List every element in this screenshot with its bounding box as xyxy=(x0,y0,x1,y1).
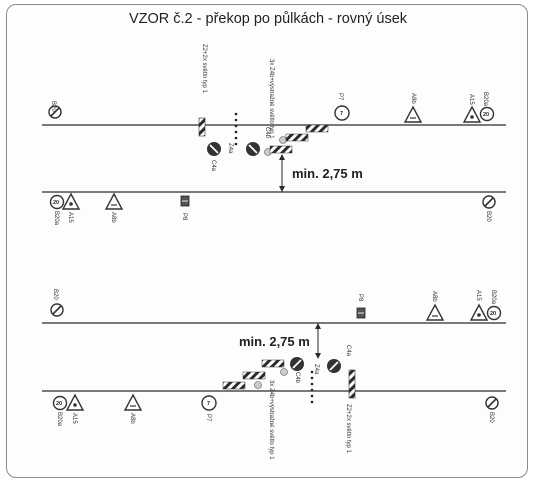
b20-label-top-left-2: B20 xyxy=(52,289,58,300)
a8b-sign-icon xyxy=(123,393,143,411)
b20a-label-top: B20a xyxy=(482,92,488,107)
b20a-label-top-2: B20a xyxy=(490,290,496,305)
b20-sign-icon xyxy=(48,105,62,119)
svg-text:20: 20 xyxy=(490,311,496,317)
a8b-label-top: A8b xyxy=(410,93,416,104)
p7-label-bottom: P7 xyxy=(205,414,211,422)
arrow-down xyxy=(279,186,285,192)
warning-lamp xyxy=(280,368,288,376)
a8b-label-bottom: A8b xyxy=(110,212,116,223)
a15-sign-icon xyxy=(462,105,482,123)
a15-label-top: A15 xyxy=(468,94,474,105)
a15-sign-icon xyxy=(469,303,489,321)
a15-sign-icon xyxy=(65,393,85,411)
p8-sign-icon xyxy=(356,307,366,319)
b20a-sign-icon: 20 xyxy=(479,106,495,122)
b20-sign-icon xyxy=(50,303,64,317)
z4a-label-bottom: Z4a xyxy=(313,364,319,375)
p8-sign-icon xyxy=(180,195,190,207)
z4-barrier xyxy=(269,145,293,154)
b20a-label-bottom-2: B20a xyxy=(56,412,62,427)
z4-barrier xyxy=(242,371,266,380)
p8-label-top: P8 xyxy=(357,294,363,302)
z2-note-top: Z2+2x světlo typ 1 xyxy=(201,44,207,94)
a15-sign-icon xyxy=(61,192,81,210)
page-title: VZOR č.2 - překop po půlkách - rovný úse… xyxy=(128,11,408,27)
z4-warning-note-top: 3x Z4b+výstražné světlo typ 1 xyxy=(268,59,274,139)
c4b-sign-icon xyxy=(246,142,260,156)
min-width-label-top: min. 2,75 m xyxy=(292,166,363,181)
diagram-frame xyxy=(6,4,528,478)
p7-sign-icon: 7 xyxy=(334,105,350,121)
a15-label-bottom-2: A15 xyxy=(71,413,77,424)
warning-lights-bottom xyxy=(310,370,314,404)
warning-lamp xyxy=(254,381,262,389)
b20a-sign-icon: 20 xyxy=(52,395,68,411)
warning-lamp xyxy=(279,136,287,144)
c4a-label: C4a xyxy=(210,160,216,172)
z2-note-bottom: Z2+2x světlo typ 1 xyxy=(345,404,351,454)
b20-label-bottom-right-2: B20 xyxy=(488,412,494,423)
arrow-up xyxy=(315,323,321,329)
b20-label-top-left: B20 xyxy=(50,101,56,112)
svg-text:7: 7 xyxy=(207,401,210,407)
p8-label-bottom: P8 xyxy=(181,213,187,221)
p7-sign-icon: 7 xyxy=(201,395,217,411)
c4a-label-bottom: C4a xyxy=(345,345,351,357)
z2-barrier-bottom xyxy=(348,369,356,399)
svg-text:20: 20 xyxy=(53,200,59,206)
a8b-sign-icon xyxy=(403,105,423,123)
b20a-sign-icon: 20 xyxy=(486,305,502,321)
svg-text:7: 7 xyxy=(340,111,343,117)
svg-text:20: 20 xyxy=(483,112,489,118)
a15-label-top-2: A15 xyxy=(475,290,481,301)
arrow-down xyxy=(315,353,321,359)
b20a-label-bottom: B20a xyxy=(53,211,59,226)
c4a-sign-icon xyxy=(207,142,221,156)
z4a-label: Z4a xyxy=(227,143,233,154)
svg-text:20: 20 xyxy=(56,401,62,407)
z4-barrier xyxy=(261,359,285,368)
a8b-label-top-2: A8b xyxy=(431,291,437,302)
a8b-sign-icon xyxy=(104,192,124,210)
z4-barrier xyxy=(222,381,246,390)
b20a-sign-icon: 20 xyxy=(49,194,65,210)
c4a-sign-icon xyxy=(327,359,341,373)
warning-lights-top xyxy=(234,112,238,146)
b20-label-bottom-right: B20 xyxy=(485,211,491,222)
a8b-label-bottom-2: A8b xyxy=(129,413,135,424)
z4-barrier xyxy=(305,124,329,133)
z2-barrier-top xyxy=(198,117,206,137)
b20-sign-icon xyxy=(482,195,496,209)
min-width-label-bottom: min. 2,75 m xyxy=(239,334,310,349)
c4b-label-bottom: C4b xyxy=(294,372,300,384)
a15-label-bottom: A15 xyxy=(67,212,73,223)
p7-label-top: P7 xyxy=(337,93,343,101)
a8b-sign-icon xyxy=(425,303,445,321)
c4b-label: C4b xyxy=(264,127,270,139)
z4-warning-note-bottom: 3x Z4b+výstražné světlo typ 1 xyxy=(268,380,274,460)
arrow-up xyxy=(279,154,285,160)
z4-barrier xyxy=(285,133,309,142)
c4b-sign-icon xyxy=(290,357,304,371)
b20-sign-icon xyxy=(485,396,499,410)
